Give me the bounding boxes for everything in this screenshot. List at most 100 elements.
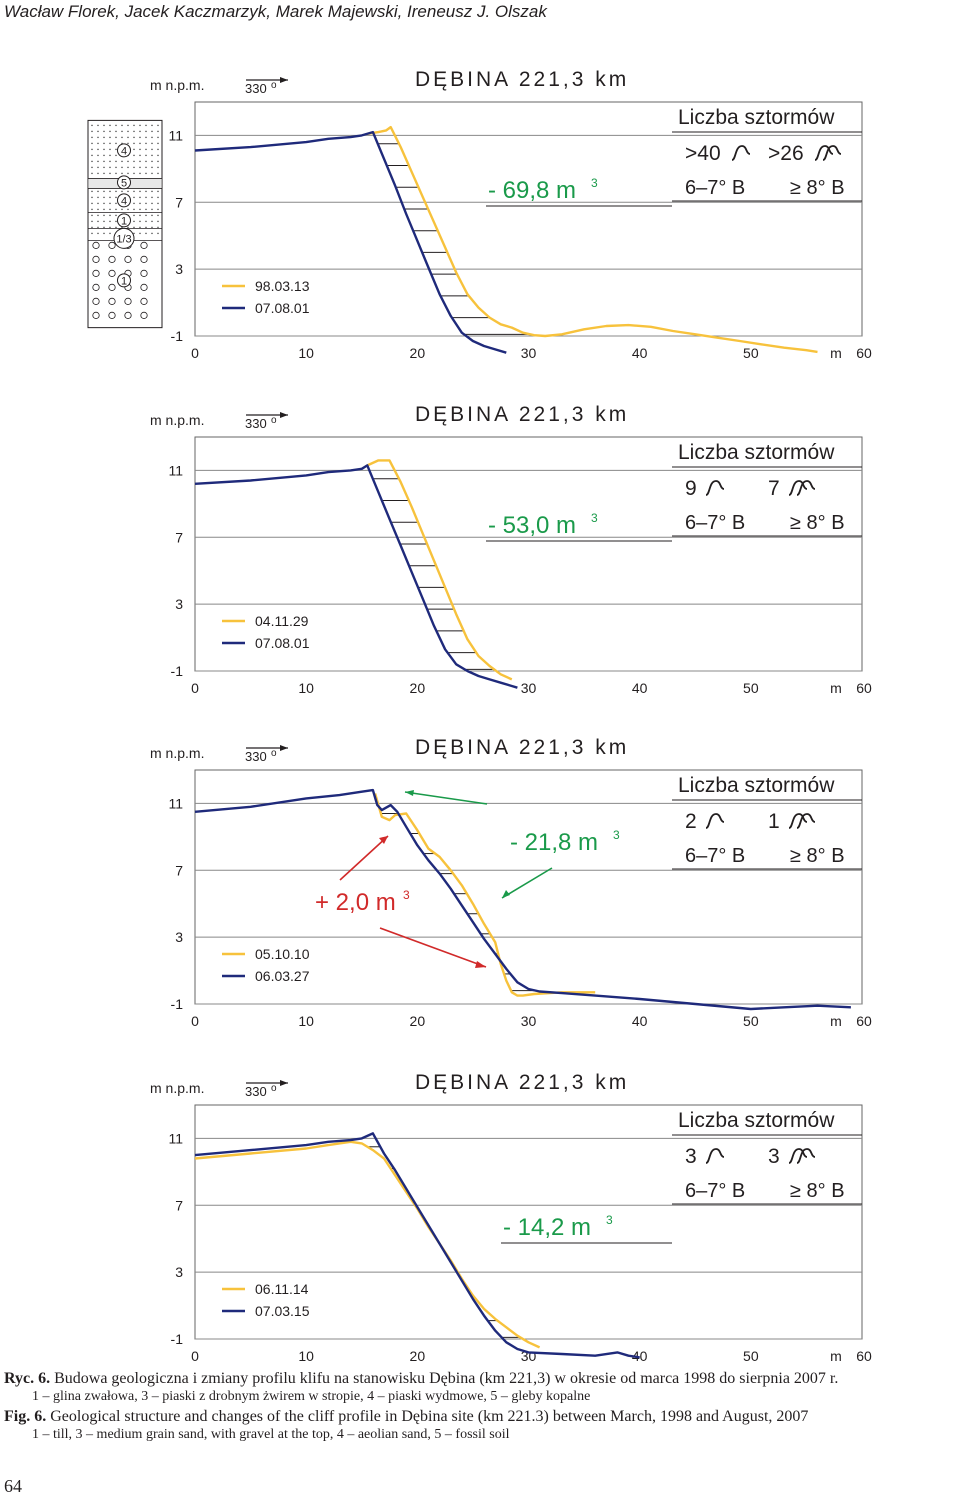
till-clast bbox=[140, 241, 148, 249]
direction-arrow-head-icon bbox=[280, 1080, 288, 1086]
storm-wave-double-icon bbox=[814, 145, 834, 161]
sand-dot bbox=[151, 130, 153, 133]
sand-dot bbox=[133, 220, 135, 223]
sand-dot bbox=[97, 124, 99, 127]
sand-dot bbox=[121, 172, 123, 175]
y-axis-unit: m n.p.m. bbox=[150, 1080, 204, 1096]
sand-dot bbox=[109, 166, 111, 169]
sand-dot bbox=[97, 160, 99, 163]
geo-label: 1 bbox=[121, 215, 127, 227]
sand-dot bbox=[151, 154, 153, 157]
sand-dot bbox=[157, 136, 159, 139]
sand-dot bbox=[127, 160, 129, 163]
sand-dot bbox=[115, 160, 117, 163]
x-tick-label: 20 bbox=[410, 1348, 426, 1364]
y-tick-label: 7 bbox=[175, 1197, 183, 1213]
sand-dot bbox=[145, 130, 147, 133]
caption-pl: Ryc. 6. Budowa geologiczna i zmiany prof… bbox=[4, 1370, 960, 1388]
till-clast bbox=[108, 297, 116, 305]
caption-en: Fig. 6. Geological structure and changes… bbox=[4, 1408, 960, 1426]
sand-dot bbox=[145, 214, 147, 217]
chart-title: DĘBINA 221,3 km bbox=[415, 403, 629, 426]
sand-dot bbox=[133, 196, 135, 199]
till-clast bbox=[92, 283, 100, 291]
sand-dot bbox=[157, 130, 159, 133]
storm-box: Liczba sztormów 3 3 6–7° B ≥ 8° B bbox=[672, 1109, 862, 1205]
legend-label-2: 07.08.01 bbox=[255, 300, 310, 316]
sand-dot bbox=[121, 208, 123, 211]
sand-dot bbox=[121, 130, 123, 133]
x-axis-unit: m bbox=[830, 1013, 842, 1029]
caption-en-label: Fig. 6. bbox=[4, 1408, 47, 1425]
geo-label-badge bbox=[117, 175, 131, 190]
sand-dot bbox=[91, 160, 93, 163]
sand-dot bbox=[97, 142, 99, 145]
storm-class-2: ≥ 8° B bbox=[790, 1180, 845, 1202]
series-line-2 bbox=[194, 464, 518, 689]
storm-count-a: >40 bbox=[685, 142, 721, 165]
sand-dot bbox=[157, 190, 159, 193]
sand-dot bbox=[157, 124, 159, 127]
sand-dot bbox=[97, 130, 99, 133]
y-tick-label: 11 bbox=[168, 462, 183, 478]
sand-dot bbox=[97, 172, 99, 175]
storm-count-a: 3 bbox=[685, 1145, 697, 1168]
chart-panel-2: -1 3 7 11 0 10 20 30 40 50 60 m m n.p.m. 330 o DĘBINA 2… bbox=[150, 403, 872, 696]
legend-label-1: 04.11.29 bbox=[255, 613, 309, 629]
storm-class-2: ≥ 8° B bbox=[790, 177, 845, 199]
sand-dot bbox=[97, 154, 99, 157]
sand-dot bbox=[115, 142, 117, 145]
sand-dot bbox=[115, 202, 117, 205]
storm-count-a: 9 bbox=[685, 477, 697, 500]
sand-dot bbox=[151, 136, 153, 139]
sand-dot bbox=[139, 214, 141, 217]
volume-change-exponent: 3 bbox=[606, 1213, 613, 1227]
till-clast bbox=[140, 269, 148, 277]
sand-dot bbox=[121, 160, 123, 163]
sand-dot bbox=[109, 214, 111, 217]
sand-dot bbox=[151, 190, 153, 193]
sand-dot bbox=[145, 172, 147, 175]
direction-arrow-head-icon bbox=[280, 77, 288, 83]
sand-dot bbox=[145, 160, 147, 163]
y-axis-unit: m n.p.m. bbox=[150, 412, 204, 428]
x-tick-label: 40 bbox=[632, 680, 648, 696]
storm-class-2: ≥ 8° B bbox=[790, 845, 845, 867]
storm-class-1: 6–7° B bbox=[685, 845, 745, 867]
sand-dot bbox=[97, 226, 99, 229]
sand-dot bbox=[139, 160, 141, 163]
series-line-2 bbox=[194, 788, 851, 1011]
sand-dot bbox=[115, 208, 117, 211]
sand-dot bbox=[115, 220, 117, 223]
sand-dot bbox=[157, 172, 159, 175]
storm-class-1: 6–7° B bbox=[685, 512, 745, 534]
sand-dot bbox=[103, 172, 105, 175]
sand-dot bbox=[103, 202, 105, 205]
x-tick-label: 10 bbox=[298, 1348, 314, 1364]
page-number: 64 bbox=[4, 1476, 22, 1496]
sand-dot bbox=[109, 190, 111, 193]
volume-change-label: - 14,2 m bbox=[503, 1214, 591, 1241]
sand-dot bbox=[109, 160, 111, 163]
sand-dot bbox=[139, 142, 141, 145]
x-tick-label: 50 bbox=[743, 345, 759, 361]
y-axis-unit: m n.p.m. bbox=[150, 745, 204, 761]
storm-count-b: 3 bbox=[768, 1145, 780, 1168]
sand-dot bbox=[151, 214, 153, 217]
storm-wave-double-icon-second bbox=[796, 1148, 816, 1164]
sand-dot bbox=[133, 190, 135, 193]
sand-dot bbox=[103, 160, 105, 163]
storm-box: Liczba sztormów 2 1 6–7° B ≥ 8° B bbox=[672, 774, 862, 870]
volume-change-label: - 69,8 m bbox=[488, 177, 576, 204]
sand-dot bbox=[145, 148, 147, 151]
sand-dot bbox=[157, 214, 159, 217]
storm-wave-double-icon bbox=[788, 1148, 808, 1164]
till-clast bbox=[108, 269, 116, 277]
red-arrow-1-head-icon bbox=[379, 836, 388, 844]
x-tick-label: 10 bbox=[298, 345, 314, 361]
x-tick-label: 50 bbox=[743, 1348, 759, 1364]
sand-dot bbox=[133, 232, 135, 235]
sand-dot bbox=[109, 220, 111, 223]
sand-dot bbox=[157, 160, 159, 163]
